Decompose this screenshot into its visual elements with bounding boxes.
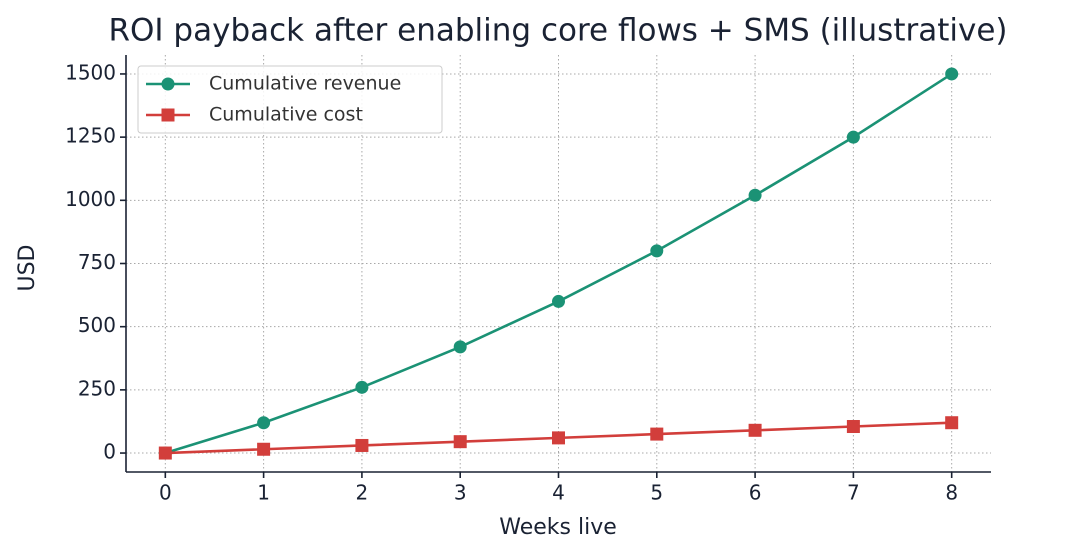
x-tick-label: 0 <box>159 481 172 505</box>
marker <box>945 416 959 430</box>
marker <box>257 442 271 456</box>
marker <box>453 435 467 449</box>
x-tick-label: 7 <box>847 481 860 505</box>
marker <box>552 431 565 445</box>
y-tick-label: 1000 <box>65 187 116 211</box>
y-tick-label: 500 <box>78 313 116 337</box>
x-tick-label: 6 <box>749 481 762 505</box>
marker <box>158 446 172 460</box>
x-tick-label: 3 <box>454 481 467 505</box>
x-tick-label: 1 <box>257 481 270 505</box>
marker <box>257 416 271 430</box>
y-tick-label: 250 <box>78 376 116 400</box>
y-tick-label: 1250 <box>65 124 116 148</box>
x-tick-label: 8 <box>945 481 958 505</box>
marker <box>552 294 565 308</box>
legend-marker <box>161 77 175 91</box>
legend-box <box>137 65 443 134</box>
chart-title: ROI payback after enabling core flows + … <box>108 13 1007 49</box>
y-tick-label: 750 <box>78 250 116 274</box>
marker <box>748 423 762 437</box>
marker <box>453 340 467 354</box>
x-tick-label: 2 <box>356 481 369 505</box>
y-axis-label: USD <box>15 244 40 291</box>
marker <box>650 244 664 258</box>
marker <box>355 438 369 452</box>
marker <box>945 67 959 81</box>
legend-marker <box>161 108 175 122</box>
y-tick-label: 0 <box>103 440 116 464</box>
marker <box>355 380 369 394</box>
marker <box>650 427 664 441</box>
legend-label: Cumulative revenue <box>209 73 401 95</box>
series <box>158 416 959 460</box>
x-axis-label: Weeks live <box>499 515 617 540</box>
x-tick-label: 5 <box>650 481 663 505</box>
legend: Cumulative revenue Cumulative cost <box>137 65 443 134</box>
x-tick-label: 4 <box>552 481 565 505</box>
marker <box>846 130 860 144</box>
y-tick-label: 1500 <box>65 60 116 84</box>
legend-label: Cumulative cost <box>209 104 363 126</box>
marker <box>748 188 762 202</box>
marker <box>846 420 860 434</box>
